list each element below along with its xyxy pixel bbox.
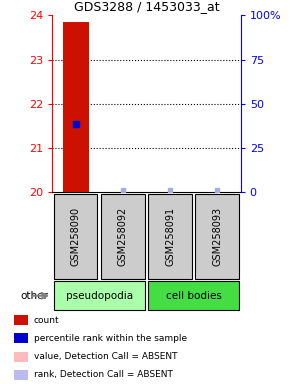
Bar (54, 281, 144, 310)
Bar (14, 352, 28, 362)
Title: GDS3288 / 1453033_at: GDS3288 / 1453033_at (74, 0, 219, 13)
Text: value, Detection Call = ABSENT: value, Detection Call = ABSENT (34, 352, 177, 361)
Bar (101, 194, 144, 278)
Bar (148, 281, 239, 310)
Bar (14, 333, 28, 343)
Text: GSM258092: GSM258092 (118, 207, 128, 266)
Bar (14, 315, 28, 325)
Text: cell bodies: cell bodies (166, 291, 222, 301)
Text: GSM258090: GSM258090 (71, 207, 81, 266)
Text: percentile rank within the sample: percentile rank within the sample (34, 334, 187, 343)
Text: rank, Detection Call = ABSENT: rank, Detection Call = ABSENT (34, 371, 173, 379)
Text: GSM258093: GSM258093 (212, 207, 222, 266)
Bar (148, 194, 192, 278)
Bar (63, 22, 89, 192)
Text: pseudopodia: pseudopodia (66, 291, 133, 301)
Text: GSM258091: GSM258091 (165, 207, 175, 266)
Bar (14, 370, 28, 380)
Bar (54, 194, 97, 278)
Text: count: count (34, 316, 59, 324)
Text: other: other (21, 291, 48, 301)
Bar (195, 194, 239, 278)
